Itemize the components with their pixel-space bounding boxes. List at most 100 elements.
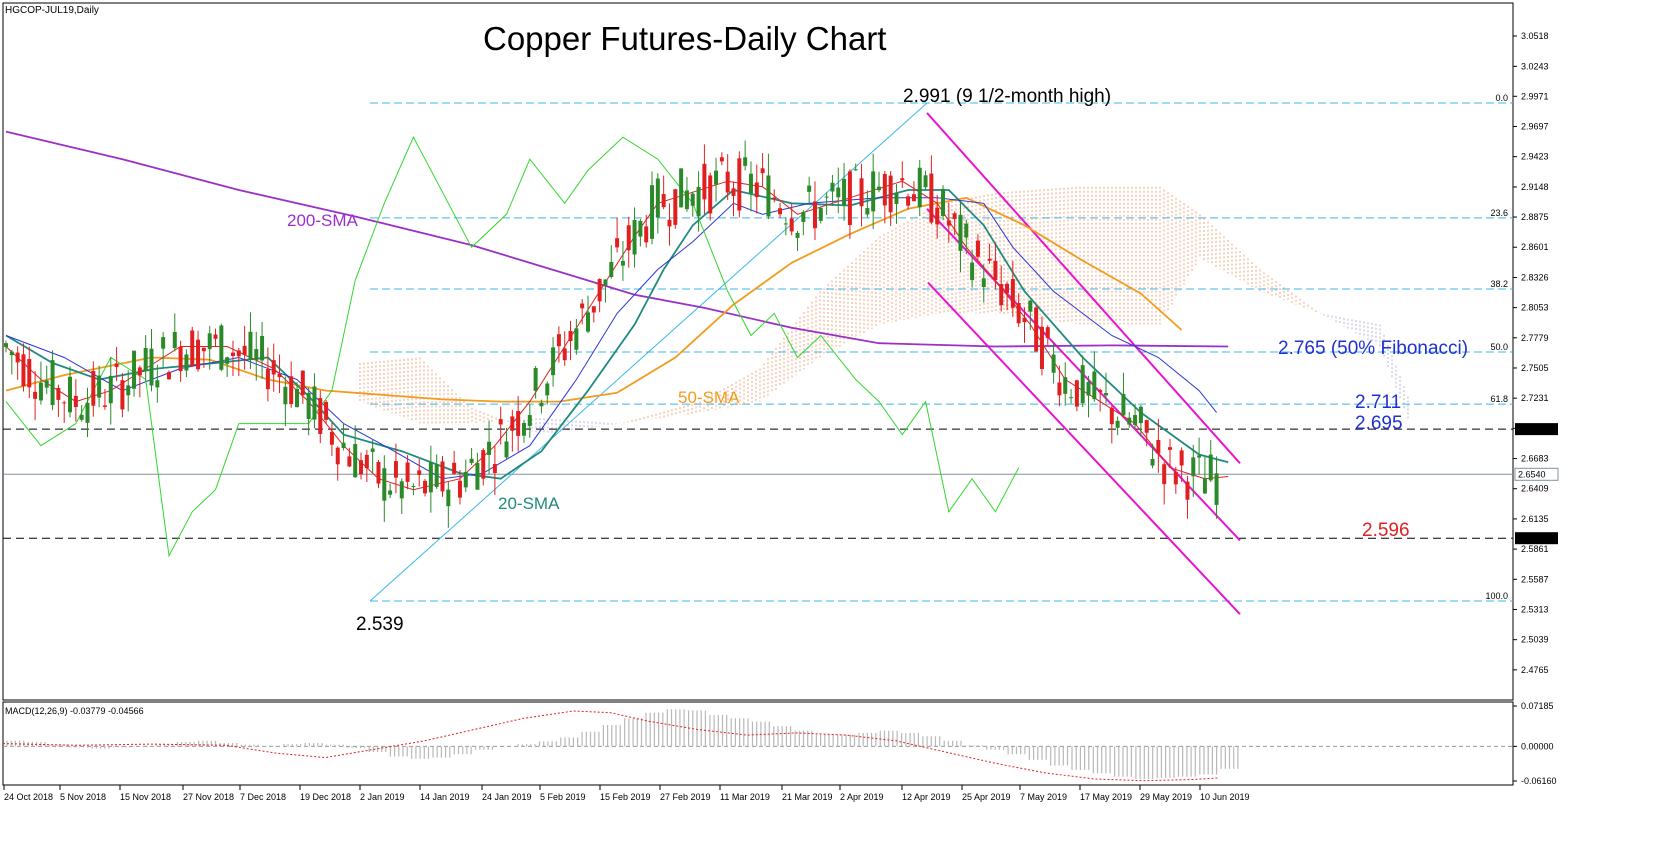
candle-body (1045, 327, 1050, 338)
candle-body (318, 398, 323, 434)
candle-body (108, 375, 113, 404)
candle-body (481, 450, 486, 479)
candle-body (586, 312, 590, 332)
candle-body (1103, 393, 1108, 396)
candle-body (597, 279, 602, 302)
macd-signal-line (2, 710, 1219, 782)
candle-body (417, 470, 422, 475)
y-tick-label: 2.9148 (1521, 182, 1549, 192)
candle-body (574, 328, 579, 350)
candle-body (859, 178, 864, 207)
candle-body (615, 238, 620, 248)
level-2711-annotation: 2.711 (1355, 392, 1401, 413)
channel-upper-line (926, 112, 1241, 464)
price-level-badge (1515, 532, 1558, 545)
candle-body (853, 169, 858, 171)
candle-body (364, 454, 369, 469)
candle-body (1144, 420, 1149, 433)
candle-body (533, 367, 538, 391)
candle-body (492, 463, 497, 474)
fib-level-label: 0.0 (1495, 93, 1508, 103)
candle-body (1034, 307, 1039, 352)
candle-body (1197, 455, 1202, 458)
candle-body (516, 411, 521, 436)
candle-body (760, 168, 765, 174)
series-line-chikou (5, 136, 1020, 558)
candle-body (265, 369, 270, 390)
candle-body (906, 196, 911, 206)
price-level-badge (1515, 423, 1558, 436)
candle-body (603, 279, 608, 286)
candle-body (1039, 326, 1044, 370)
candle-body (382, 468, 387, 501)
x-tick-label: 7 Dec 2018 (240, 792, 286, 802)
candle-body (475, 462, 480, 490)
candle-body (568, 330, 573, 342)
y-tick-label: 2.6683 (1521, 454, 1549, 464)
candle-body (981, 278, 986, 287)
candle-body (964, 223, 969, 238)
candle-body (219, 325, 224, 370)
candle-body (789, 218, 794, 232)
candle-body (68, 376, 73, 413)
candle-body (504, 441, 509, 458)
candle-body (894, 193, 899, 205)
candle-body (818, 207, 823, 221)
candle-body (626, 225, 631, 251)
candle-body (184, 354, 189, 371)
candle-body (329, 431, 334, 445)
y-tick-label: 2.4765 (1521, 665, 1549, 675)
candle-body (650, 185, 655, 239)
candle-body (230, 352, 235, 357)
y-tick-label: 2.8875 (1521, 212, 1549, 222)
candle-body (766, 175, 771, 217)
candle-body (778, 208, 783, 215)
candle-body (1010, 279, 1015, 308)
candle-body (1051, 354, 1056, 373)
candle-body (929, 173, 934, 223)
x-tick-label: 19 Dec 2018 (300, 792, 351, 802)
candle-body (324, 401, 329, 420)
candle-body (242, 345, 247, 355)
candle-body (97, 375, 102, 398)
x-tick-label: 11 Mar 2019 (720, 792, 770, 802)
y-tick-label: 3.0518 (1521, 31, 1549, 41)
x-tick-label: 5 Nov 2018 (60, 792, 106, 802)
candle-body (999, 284, 1004, 306)
candle-body (970, 262, 975, 281)
candle-body (161, 337, 166, 349)
sma20-label: 20-SMA (498, 494, 560, 513)
candle-body (673, 189, 678, 225)
current-price-badge-text: 2.6540 (1518, 469, 1546, 479)
candle-body (684, 190, 689, 210)
candle-body (457, 480, 462, 498)
macd-label: MACD(12,26,9) -0.03779 -0.04566 (5, 706, 144, 716)
candle-body (690, 193, 695, 206)
x-tick-label: 27 Feb 2019 (660, 792, 711, 802)
x-axis: 24 Oct 2018 5 Nov 2018 15 Nov 2018 27 Nov 2… (3, 785, 1250, 802)
macd-layer: 0.07185 0.00000 -0.06160 (2, 701, 1557, 786)
sma200-label: 200-SMA (287, 211, 359, 230)
candle-body (73, 395, 78, 407)
candle-body (679, 168, 684, 208)
x-tick-label: 27 Nov 2018 (183, 792, 234, 802)
macd-tick-label: 0.07185 (1521, 701, 1554, 711)
candle-body (795, 232, 800, 238)
y-tick-label: 2.9971 (1521, 91, 1549, 101)
candle-body (469, 458, 474, 463)
sma50-label: 50-SMA (678, 388, 740, 407)
candle-body (393, 461, 398, 478)
candle-body (702, 163, 707, 200)
candle-body (295, 389, 299, 408)
price-layer: 0.0 23.6 38.2 50.0 61.8 100.0 (3, 93, 1513, 615)
candle-body (405, 462, 410, 482)
candle-body (935, 207, 940, 225)
candle-body (196, 339, 201, 370)
candle-body (120, 380, 125, 410)
candle-body (21, 354, 26, 387)
y-tick-label: 2.6409 (1521, 484, 1549, 494)
macd-tick-label: -0.06160 (1521, 776, 1557, 786)
candle-body (353, 444, 358, 478)
candle-body (807, 185, 812, 192)
candle-body (1080, 365, 1085, 404)
